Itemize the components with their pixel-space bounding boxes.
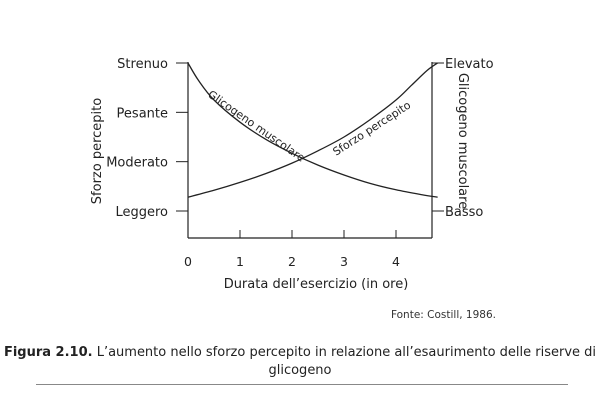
y-tick-label-right: Elevato xyxy=(445,57,494,72)
y-axis-title-left: Sforzo percepito xyxy=(90,98,105,204)
chart-labels: 0 1 2 3 4 Leggero Moderato Pesante Strenuo Basso E… xyxy=(90,57,496,321)
x-tick-label: 4 xyxy=(392,254,400,269)
caption-divider xyxy=(36,384,568,385)
y-tick-label-left: Strenuo xyxy=(117,57,168,72)
series-line-glicogeno-muscolare xyxy=(187,62,438,198)
series-label-sforzo-percepito: Sforzo percepito xyxy=(331,98,414,158)
x-tick-label: 0 xyxy=(184,254,192,269)
y-tick-label-right: Basso xyxy=(445,205,483,220)
series-line-sforzo-percepito xyxy=(187,62,438,198)
x-tick-label: 2 xyxy=(288,254,296,269)
x-axis-title: Durata dell’esercizio (in ore) xyxy=(224,277,409,292)
chart: 0 1 2 3 4 Leggero Moderato Pesante Strenuo Basso E… xyxy=(90,57,496,321)
x-tick-label: 3 xyxy=(340,254,348,269)
figure-caption: Figura 2.10. L’aumento nello sforzo perc… xyxy=(0,344,600,380)
source-note: Fonte: Costill, 1986. xyxy=(391,309,496,321)
y-tick-label-left: Pesante xyxy=(117,106,168,121)
caption-label: Figura 2.10. xyxy=(3,345,93,360)
chart-axes xyxy=(176,62,444,239)
y-axis-title-right: Glicogeno muscolare xyxy=(455,73,470,209)
x-tick-label: 1 xyxy=(236,254,244,269)
chart-marks xyxy=(187,62,438,198)
y-tick-label-left: Moderato xyxy=(106,156,168,171)
caption-text: L’aumento nello sforzo percepito in rela… xyxy=(92,345,597,378)
y-tick-label-left: Leggero xyxy=(115,205,168,220)
series-label-glicogeno-muscolare: Glicogeno muscolare xyxy=(205,88,307,165)
